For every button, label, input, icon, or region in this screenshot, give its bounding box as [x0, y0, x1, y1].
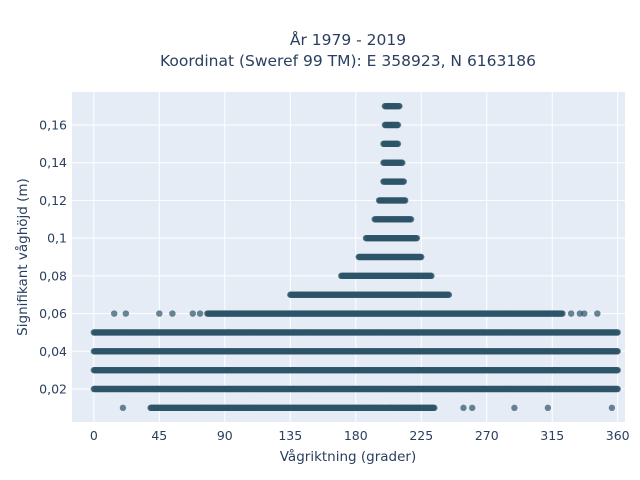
x-tick-label: 270 [475, 428, 499, 443]
data-point [418, 253, 425, 261]
data-point [111, 310, 118, 317]
data-point [614, 366, 621, 374]
data-point [608, 404, 616, 412]
x-axis-title: Vågriktning (grader) [280, 448, 417, 465]
data-point [352, 404, 359, 412]
x-tick-label: 45 [151, 428, 167, 443]
data-point [431, 404, 438, 412]
data-point [244, 404, 252, 412]
data-point [460, 404, 467, 412]
data-point [399, 404, 406, 412]
data-point [400, 178, 407, 185]
x-tick-label: 90 [217, 428, 233, 443]
data-point [567, 310, 575, 317]
y-axis-title: Signifikant våghöjd (m) [14, 178, 31, 336]
x-tick-label: 180 [344, 428, 368, 443]
y-tick-label: 0,02 [39, 382, 67, 397]
data-point [445, 291, 453, 298]
data-points [90, 102, 621, 412]
chart-title-line-2: Koordinat (Sweref 99 TM): E 358923, N 61… [160, 52, 536, 70]
data-point [399, 159, 406, 166]
data-point [196, 310, 204, 317]
data-point [189, 310, 196, 317]
data-point [614, 329, 621, 336]
data-point [544, 404, 552, 412]
y-tick-label: 0,14 [39, 155, 67, 170]
data-point [423, 404, 431, 412]
data-point [594, 310, 601, 317]
data-point [387, 404, 394, 412]
data-point [394, 140, 402, 148]
data-point [413, 234, 421, 242]
x-tick-label: 135 [278, 428, 302, 443]
data-point [614, 385, 621, 393]
x-tick-label: 360 [606, 428, 630, 443]
data-point [122, 310, 130, 317]
data-point [416, 404, 424, 412]
data-point [372, 404, 380, 412]
y-tick-label: 0,06 [39, 306, 67, 321]
data-point [469, 404, 476, 412]
data-point [581, 310, 588, 317]
y-tick-label: 0,04 [39, 344, 67, 359]
data-point [199, 404, 207, 412]
data-point [428, 272, 435, 280]
data-point [511, 404, 518, 412]
y-tick-label: 0,08 [39, 268, 67, 283]
data-point [396, 102, 403, 110]
data-point [402, 197, 409, 204]
x-tick-label: 225 [409, 428, 433, 443]
data-point [614, 348, 621, 355]
y-tick-label: 0,12 [39, 193, 67, 208]
y-tick-labels: 0,02 0,04 0,06 0,08 0,1 0,12 0,14 0,16 [39, 118, 67, 397]
data-point [559, 310, 566, 317]
y-tick-label: 0,16 [39, 118, 67, 133]
data-point [119, 404, 127, 412]
data-point [394, 121, 402, 129]
chart-title-line-1: År 1979 - 2019 [290, 30, 406, 49]
data-point [156, 310, 163, 317]
data-point [169, 310, 176, 317]
x-tick-label: 315 [540, 428, 564, 443]
data-point [407, 216, 415, 223]
x-tick-label: 0 [90, 428, 98, 443]
x-tick-labels: 0 45 90 135 180 225 270 315 360 [90, 428, 630, 443]
y-tick-label: 0,1 [47, 231, 67, 246]
